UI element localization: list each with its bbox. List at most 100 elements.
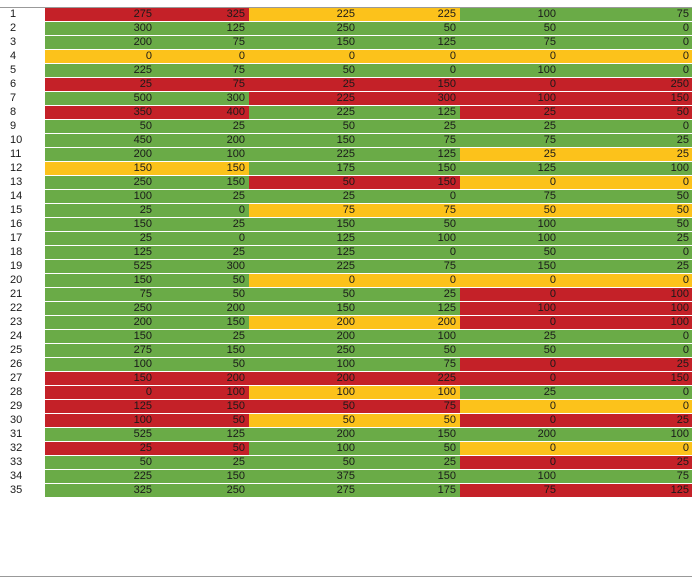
table-cell[interactable]: 25: [154, 245, 249, 260]
table-cell[interactable]: 0: [357, 49, 460, 64]
table-cell[interactable]: 25: [558, 259, 692, 274]
table-cell[interactable]: 75: [460, 133, 558, 148]
table-cell[interactable]: 125: [45, 245, 154, 260]
table-cell[interactable]: 350: [45, 105, 154, 120]
table-cell[interactable]: 0: [357, 189, 460, 204]
table-cell[interactable]: 75: [357, 133, 460, 148]
table-cell[interactable]: 0: [558, 21, 692, 36]
table-cell[interactable]: 225: [249, 105, 357, 120]
table-cell[interactable]: 100: [249, 385, 357, 400]
table-cell[interactable]: 250: [558, 77, 692, 92]
table-cell[interactable]: 50: [249, 119, 357, 134]
table-cell[interactable]: 225: [249, 259, 357, 274]
table-cell[interactable]: 50: [357, 343, 460, 358]
table-cell[interactable]: 100: [558, 301, 692, 316]
table-cell[interactable]: 150: [45, 329, 154, 344]
table-cell[interactable]: 225: [357, 371, 460, 386]
table-cell[interactable]: 100: [558, 427, 692, 442]
table-cell[interactable]: 0: [460, 49, 558, 64]
table-cell[interactable]: 200: [154, 133, 249, 148]
table-cell[interactable]: 25: [558, 133, 692, 148]
table-cell[interactable]: 0: [154, 231, 249, 246]
table-cell[interactable]: 250: [45, 175, 154, 190]
table-cell[interactable]: 150: [249, 217, 357, 232]
table-cell[interactable]: 0: [460, 175, 558, 190]
table-cell[interactable]: 25: [45, 77, 154, 92]
table-cell[interactable]: 175: [249, 161, 357, 176]
table-cell[interactable]: 275: [249, 483, 357, 498]
table-cell[interactable]: 200: [154, 371, 249, 386]
table-cell[interactable]: 100: [558, 287, 692, 302]
table-cell[interactable]: 500: [45, 91, 154, 106]
table-cell[interactable]: 50: [558, 203, 692, 218]
table-cell[interactable]: 125: [357, 301, 460, 316]
table-cell[interactable]: 50: [558, 217, 692, 232]
table-cell[interactable]: 25: [460, 385, 558, 400]
table-cell[interactable]: 50: [460, 343, 558, 358]
table-cell[interactable]: 75: [249, 203, 357, 218]
table-cell[interactable]: 0: [460, 441, 558, 456]
table-cell[interactable]: 125: [460, 161, 558, 176]
table-cell[interactable]: 375: [249, 469, 357, 484]
table-cell[interactable]: 75: [154, 63, 249, 78]
table-cell[interactable]: 400: [154, 105, 249, 120]
table-cell[interactable]: 225: [357, 8, 460, 22]
table-cell[interactable]: 0: [357, 245, 460, 260]
table-cell[interactable]: 150: [357, 77, 460, 92]
table-cell[interactable]: 50: [154, 441, 249, 456]
table-cell[interactable]: 0: [460, 315, 558, 330]
table-cell[interactable]: 150: [357, 469, 460, 484]
table-cell[interactable]: 100: [460, 8, 558, 22]
table-cell[interactable]: 50: [460, 203, 558, 218]
table-cell[interactable]: 100: [460, 91, 558, 106]
table-cell[interactable]: 150: [249, 133, 357, 148]
table-cell[interactable]: 200: [154, 301, 249, 316]
table-cell[interactable]: 75: [558, 469, 692, 484]
table-cell[interactable]: 0: [558, 175, 692, 190]
table-cell[interactable]: 50: [357, 413, 460, 428]
table-cell[interactable]: 75: [357, 399, 460, 414]
table-cell[interactable]: 50: [45, 119, 154, 134]
table-cell[interactable]: 0: [460, 357, 558, 372]
table-cell[interactable]: 250: [249, 21, 357, 36]
table-cell[interactable]: 100: [460, 63, 558, 78]
table-cell[interactable]: 100: [558, 161, 692, 176]
table-cell[interactable]: 250: [45, 301, 154, 316]
table-cell[interactable]: 200: [249, 315, 357, 330]
table-cell[interactable]: 50: [45, 455, 154, 470]
table-cell[interactable]: 125: [154, 21, 249, 36]
table-cell[interactable]: 100: [460, 469, 558, 484]
table-cell[interactable]: 25: [357, 455, 460, 470]
table-cell[interactable]: 0: [558, 385, 692, 400]
table-cell[interactable]: 0: [249, 49, 357, 64]
table-cell[interactable]: 25: [249, 77, 357, 92]
table-cell[interactable]: 200: [249, 371, 357, 386]
table-cell[interactable]: 25: [45, 203, 154, 218]
table-cell[interactable]: 100: [249, 357, 357, 372]
table-cell[interactable]: 25: [558, 357, 692, 372]
table-cell[interactable]: 0: [558, 343, 692, 358]
table-cell[interactable]: 150: [558, 371, 692, 386]
table-cell[interactable]: 50: [558, 189, 692, 204]
table-cell[interactable]: 0: [45, 49, 154, 64]
table-cell[interactable]: 0: [357, 273, 460, 288]
table-cell[interactable]: 200: [45, 147, 154, 162]
table-cell[interactable]: 100: [154, 385, 249, 400]
table-cell[interactable]: 150: [558, 91, 692, 106]
table-cell[interactable]: 0: [45, 385, 154, 400]
table-cell[interactable]: 25: [154, 329, 249, 344]
table-cell[interactable]: 50: [154, 357, 249, 372]
table-cell[interactable]: 100: [357, 385, 460, 400]
table-cell[interactable]: 75: [357, 357, 460, 372]
table-cell[interactable]: 100: [249, 441, 357, 456]
table-cell[interactable]: 75: [154, 77, 249, 92]
table-cell[interactable]: 0: [558, 441, 692, 456]
table-cell[interactable]: 275: [45, 8, 154, 22]
table-cell[interactable]: 225: [45, 63, 154, 78]
table-cell[interactable]: 0: [154, 203, 249, 218]
table-cell[interactable]: 300: [154, 259, 249, 274]
table-cell[interactable]: 50: [249, 63, 357, 78]
table-cell[interactable]: 75: [460, 483, 558, 498]
table-cell[interactable]: 100: [45, 189, 154, 204]
table-cell[interactable]: 50: [460, 245, 558, 260]
